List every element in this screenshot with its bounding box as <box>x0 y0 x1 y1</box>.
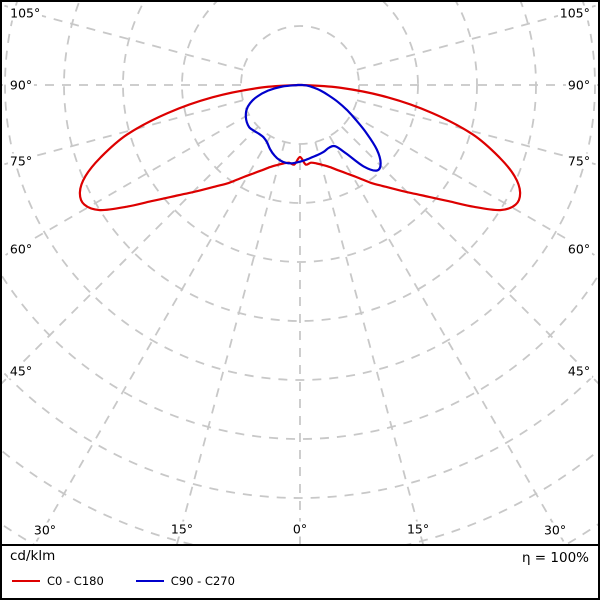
angle-label-15-right: 15° <box>404 521 432 537</box>
grid-ring <box>4 2 596 381</box>
c90-c270-line-swatch <box>135 580 164 582</box>
grid-radial-line <box>314 141 424 544</box>
curve-C0-C180 <box>78 83 522 212</box>
grid-radial-line <box>2 126 259 385</box>
angle-label-90-right: 90° <box>565 77 593 93</box>
unit-label: cd/klm <box>10 548 56 564</box>
angle-label-30-left: 30° <box>31 522 59 538</box>
angle-label-60-right: 60° <box>565 241 593 257</box>
grid-ring <box>2 449 598 544</box>
angle-label-75-right: 75° <box>565 153 593 169</box>
angle-label-30-right: 30° <box>541 522 569 538</box>
grid-radial-line <box>2 99 244 166</box>
grid-ring <box>122 2 478 263</box>
angle-label-15-left: 15° <box>168 521 196 537</box>
grid-radial-line <box>2 113 250 259</box>
legend-item-label: C90 - C270 <box>170 574 235 588</box>
angle-label-60-left: 60° <box>7 241 35 257</box>
angle-label-45-right: 45° <box>565 363 593 379</box>
grid-ring <box>2 369 598 499</box>
legend-bar: cd/klm η = 100% C0 - C180 C90 - C270 <box>2 546 598 596</box>
legend-items: C0 - C180 C90 - C270 <box>12 574 235 588</box>
grid-radial-line <box>2 4 244 71</box>
angle-label-105-right: 105° <box>557 5 592 21</box>
legend-item-c0-c180: C0 - C180 <box>12 574 104 588</box>
grid-radial-line <box>328 135 567 544</box>
angle-label-0: 0° <box>290 521 310 537</box>
grid-radial-line <box>350 113 598 259</box>
polar-chart-canvas <box>2 2 598 544</box>
polar-plot-area: 0° 15° 15° 30° 30° 45° 45° 60° 60° 75° 75° 90° 90° 10… <box>2 2 598 546</box>
legend-item-c90-c270: C90 - C270 <box>135 574 235 588</box>
grid-radial-line <box>176 141 286 544</box>
angle-label-75-left: 75° <box>7 153 35 169</box>
angle-label-45-left: 45° <box>7 363 35 379</box>
grid-radial-line <box>33 135 272 544</box>
angle-label-90-left: 90° <box>7 77 35 93</box>
legend-item-label: C0 - C180 <box>47 574 104 588</box>
grid-radial-line <box>356 99 598 166</box>
curve-C90-C270 <box>244 83 382 172</box>
grid-ring <box>2 523 598 544</box>
grid-ring <box>181 2 419 204</box>
grid-radial-line <box>356 4 598 71</box>
angle-label-105-left: 105° <box>8 5 43 21</box>
grid-radial-line <box>341 126 598 385</box>
efficiency-label: η = 100% <box>521 550 589 566</box>
c0-c180-line-swatch <box>12 580 40 582</box>
